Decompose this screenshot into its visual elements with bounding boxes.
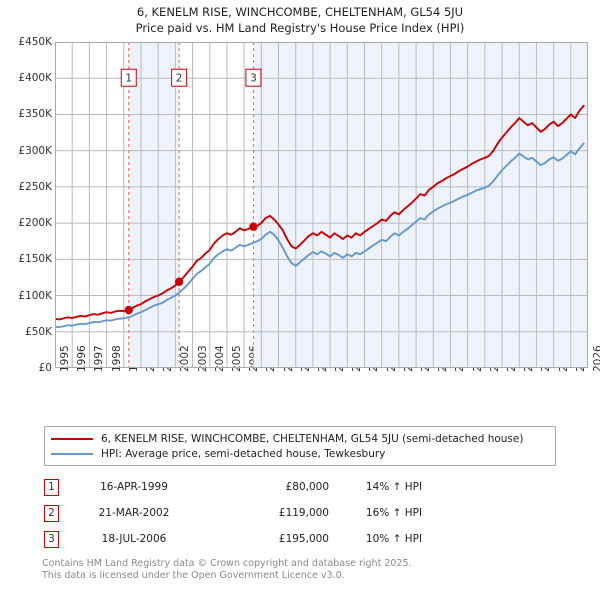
page-title: 6, KENELM RISE, WINCHCOMBE, CHELTENHAM, … [0, 4, 600, 36]
series-line-hpi [55, 142, 585, 329]
plot-border [55, 42, 588, 368]
marker-badge-2[interactable] [171, 68, 188, 87]
y-axis-tick-label: £250K [18, 180, 52, 193]
transaction-date: 21-MAR-2002 [98, 507, 170, 519]
transaction-badge: 3 [44, 530, 59, 548]
legend-item-price-paid: 6, KENELM RISE, WINCHCOMBE, CHELTENHAM, … [51, 431, 549, 446]
sale-point-2[interactable] [174, 277, 184, 286]
series-line-price-paid [55, 104, 585, 321]
legend-swatch-hpi [51, 452, 93, 455]
marker-badge-3[interactable] [245, 68, 262, 87]
chart-shaded-band-1 [128, 42, 180, 368]
transaction-price: £195,000 [278, 533, 329, 545]
y-axis-tick-label: £350K [18, 108, 52, 121]
y-axis-tick-label: £300K [18, 144, 52, 157]
y-axis-tick-label: £150K [18, 253, 52, 266]
y-axis-tick-label: £450K [18, 36, 52, 48]
marker-badge-label-2: 2 [176, 73, 183, 85]
table-row[interactable]: 2 21-MAR-2002 £119,000 16% ↑ HPI [44, 500, 556, 526]
title-line-1: 6, KENELM RISE, WINCHCOMBE, CHELTENHAM, … [136, 5, 464, 19]
footer-line-1: Contains HM Land Registry data © Crown c… [42, 558, 412, 569]
chart-svg: 1 2 3 [55, 42, 588, 368]
y-axis-tick-label: £100K [18, 289, 52, 302]
transaction-date: 18-JUL-2006 [101, 533, 167, 545]
y-axis-tick-label: £200K [18, 217, 52, 230]
transaction-badge: 1 [44, 478, 59, 496]
x-axis-tick-label: 2026 [592, 345, 600, 372]
transaction-badge: 2 [44, 504, 59, 522]
legend-label-hpi: HPI: Average price, semi-detached house,… [101, 447, 386, 460]
title-line-2: Price paid vs. HM Land Registry's House … [135, 21, 465, 35]
transaction-date: 16-APR-1999 [100, 481, 168, 493]
marker-badge-1[interactable] [120, 68, 137, 87]
transaction-price: £119,000 [278, 507, 329, 519]
y-axis-tick-label: £400K [18, 72, 52, 85]
transaction-hpi-delta: 14% ↑ HPI [365, 481, 423, 493]
transaction-price: £80,000 [285, 481, 329, 493]
table-row[interactable]: 1 16-APR-1999 £80,000 14% ↑ HPI [44, 474, 556, 500]
chart-plot-area: 1 2 3 [55, 42, 588, 368]
legend-item-hpi: HPI: Average price, semi-detached house,… [51, 446, 549, 461]
marker-badge-label-1: 1 [125, 73, 132, 85]
transactions-table: 1 16-APR-1999 £80,000 14% ↑ HPI 2 21-MAR-2002… [44, 474, 556, 552]
chart-shaded-band-2 [253, 42, 588, 368]
legend-swatch-price-paid [51, 437, 93, 440]
chart-legend: 6, KENELM RISE, WINCHCOMBE, CHELTENHAM, … [44, 426, 556, 466]
y-axis-labels: £0 £50K £100K £150K £200K £250K £300K £350K £400… [0, 0, 52, 420]
footer-line-2: This data is licensed under the Open Gov… [42, 570, 345, 581]
table-row[interactable]: 3 18-JUL-2006 £195,000 10% ↑ HPI [44, 526, 556, 552]
legend-label-price-paid: 6, KENELM RISE, WINCHCOMBE, CHELTENHAM, … [101, 432, 524, 445]
footer: Contains HM Land Registry data © Crown c… [42, 558, 582, 582]
y-axis-tick-label: £0 [38, 362, 52, 374]
marker-badge-label-3: 3 [250, 73, 257, 85]
sale-point-3[interactable] [249, 222, 258, 231]
transaction-hpi-delta: 16% ↑ HPI [365, 507, 423, 519]
transaction-hpi-delta: 10% ↑ HPI [365, 533, 423, 545]
y-axis-tick-label: £50K [25, 325, 52, 338]
sale-point-1[interactable] [124, 305, 133, 315]
